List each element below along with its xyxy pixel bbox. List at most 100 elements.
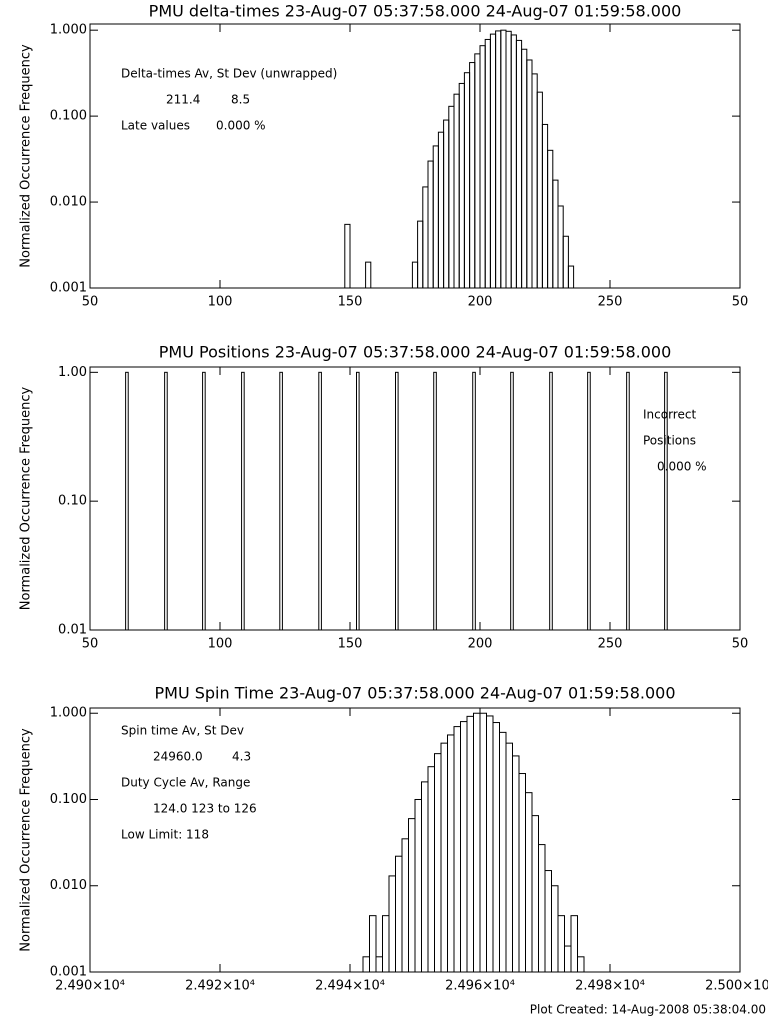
histogram-bar bbox=[515, 39, 523, 289]
histogram-bar bbox=[344, 223, 351, 289]
histogram-bar bbox=[547, 149, 554, 289]
annotation: Positions bbox=[643, 434, 696, 448]
y-axis-label: Normalized Occurrence Frequency bbox=[19, 728, 34, 952]
annotation: Low Limit: 118 bbox=[121, 828, 209, 842]
footer: Plot Created: 14-Aug-2008 05:38:04.00 bbox=[530, 1003, 766, 1017]
histogram-bar bbox=[505, 30, 512, 289]
histogram-bar bbox=[479, 712, 487, 973]
x-tick-label: 2.500×10⁴ bbox=[705, 979, 768, 994]
histogram-bar bbox=[434, 753, 442, 973]
plot-frame bbox=[89, 23, 741, 289]
histogram-bar bbox=[510, 34, 517, 289]
histogram-bar bbox=[474, 53, 481, 289]
histogram-bar bbox=[500, 29, 507, 289]
histogram-bar bbox=[437, 131, 445, 289]
annotation: Spin time Av, St Dev bbox=[121, 724, 244, 738]
histogram-bar bbox=[421, 781, 429, 973]
x-tick-label: 250 bbox=[598, 295, 623, 310]
histogram-bar bbox=[552, 179, 559, 289]
histogram-bar bbox=[521, 48, 528, 289]
histogram-bar bbox=[526, 59, 533, 289]
histogram-bar bbox=[525, 792, 533, 973]
histogram-bar bbox=[375, 956, 383, 973]
histogram-bar bbox=[448, 105, 455, 289]
bar bbox=[125, 371, 129, 631]
histogram-bar bbox=[460, 721, 468, 973]
bar bbox=[241, 371, 245, 631]
y-axis-label: Normalized Occurrence Frequency bbox=[19, 386, 34, 610]
histogram-bar bbox=[557, 915, 565, 973]
histogram-bar bbox=[505, 742, 513, 973]
annotation: 0.000 % bbox=[657, 460, 707, 474]
histogram-bar bbox=[365, 261, 372, 289]
annotation: 8.5 bbox=[231, 93, 250, 107]
histogram-bar bbox=[458, 82, 465, 289]
histogram-bar bbox=[567, 265, 575, 289]
y-tick-label: 0.100 bbox=[50, 792, 87, 807]
histogram-bar bbox=[414, 798, 422, 973]
bar bbox=[395, 371, 399, 631]
histogram-bar bbox=[411, 261, 419, 289]
histogram-bar bbox=[382, 915, 390, 973]
x-tick-label: 2.496×10⁴ bbox=[445, 979, 515, 994]
y-tick-label: 0.010 bbox=[50, 878, 87, 893]
histogram-bar bbox=[544, 870, 552, 973]
bar bbox=[202, 371, 206, 631]
histogram-bar bbox=[408, 818, 416, 973]
histogram-bar bbox=[432, 145, 439, 289]
bar bbox=[472, 371, 476, 631]
x-tick-label: 250 bbox=[598, 637, 623, 652]
x-tick-label: 2.490×10⁴ bbox=[55, 979, 125, 994]
histogram-bar bbox=[499, 731, 507, 973]
bar bbox=[318, 371, 322, 631]
histogram-bar bbox=[469, 62, 476, 289]
x-tick-label: 200 bbox=[468, 295, 493, 310]
bar bbox=[510, 371, 514, 631]
histogram-bar bbox=[570, 915, 578, 973]
histogram-bar bbox=[453, 93, 460, 289]
histogram-bar bbox=[401, 838, 409, 973]
x-tick-label: 50 bbox=[82, 637, 99, 652]
plot-frame bbox=[89, 366, 741, 631]
histogram-bar bbox=[479, 45, 486, 289]
bar bbox=[164, 371, 168, 631]
histogram-bar bbox=[427, 160, 434, 289]
histogram-bar bbox=[484, 38, 491, 289]
annotation: 24960.0 bbox=[153, 750, 203, 764]
y-tick-label: 0.10 bbox=[58, 494, 87, 509]
annotation: Late values bbox=[121, 119, 190, 133]
y-tick-label: 0.100 bbox=[50, 109, 87, 124]
annotation: 211.4 bbox=[166, 93, 200, 107]
bar bbox=[356, 371, 360, 631]
histogram-bar bbox=[486, 715, 494, 973]
histogram-bar bbox=[531, 815, 539, 973]
histogram-bar bbox=[564, 945, 572, 973]
bar bbox=[587, 371, 591, 631]
chart-title: PMU Spin Time 23-Aug-07 05:37:58.000 24-… bbox=[154, 684, 675, 703]
annotation: Delta-times Av, St Dev (unwrapped) bbox=[121, 67, 337, 81]
histogram-bar bbox=[541, 123, 549, 289]
y-tick-label: 0.001 bbox=[50, 281, 87, 296]
histogram-bar bbox=[518, 773, 526, 973]
y-axis-label: Normalized Occurrence Frequency bbox=[19, 44, 34, 268]
histogram-bar bbox=[447, 734, 455, 973]
histogram-bar bbox=[536, 91, 543, 289]
histogram-bar bbox=[531, 73, 538, 289]
y-tick-label: 1.000 bbox=[50, 706, 87, 721]
x-tick-label: 2.494×10⁴ bbox=[315, 979, 385, 994]
bar bbox=[433, 371, 437, 631]
x-tick-label: 50 bbox=[732, 637, 749, 652]
x-tick-label: 50 bbox=[732, 295, 749, 310]
histogram-bar bbox=[557, 205, 564, 289]
histogram-bar bbox=[440, 742, 448, 973]
y-tick-label: 0.010 bbox=[50, 195, 87, 210]
histogram-bar bbox=[443, 119, 450, 289]
histogram-bar bbox=[395, 855, 403, 973]
y-tick-label: 0.01 bbox=[58, 623, 87, 638]
histogram-bar bbox=[512, 755, 520, 973]
histogram-bar bbox=[422, 186, 429, 289]
histogram-bar bbox=[577, 956, 585, 973]
bar bbox=[626, 371, 630, 631]
annotation: Duty Cycle Av, Range bbox=[121, 776, 250, 790]
